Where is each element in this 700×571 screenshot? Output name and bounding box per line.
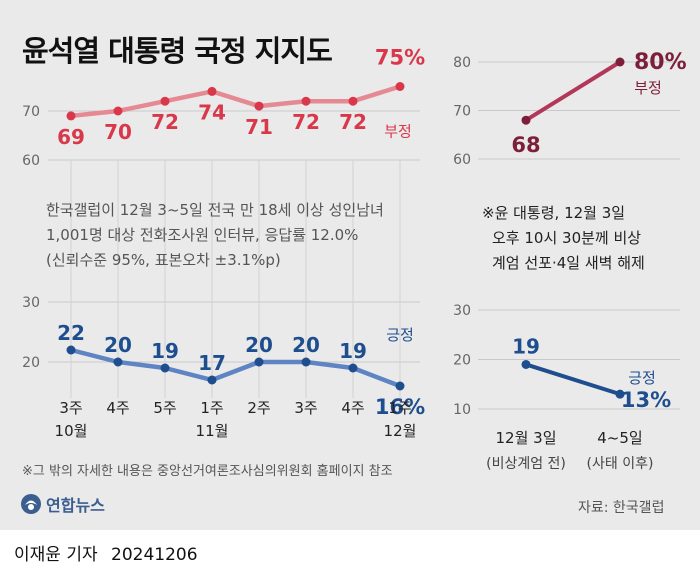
x-group-label: 11월 — [196, 422, 229, 440]
martial-law-note-line: ※윤 대통령, 12월 3일 — [482, 204, 626, 222]
positive-point — [395, 381, 405, 391]
positive-point — [348, 363, 358, 373]
positive-point — [301, 357, 311, 367]
side-positive-point — [615, 389, 625, 399]
side-negative-point — [615, 57, 625, 67]
martial-law-note-line: 오후 10시 30분께 비상 — [492, 229, 642, 247]
positive-point — [207, 375, 217, 385]
negative-point — [66, 111, 76, 121]
positive-point — [160, 363, 170, 373]
y-tick-label: 10 — [453, 402, 471, 418]
positive-data-label: 16% — [375, 395, 425, 419]
x-group-label: 10월 — [55, 422, 88, 440]
reporter-name: 이재윤 기자 — [14, 545, 98, 565]
x-group-label: 12월 — [384, 422, 417, 440]
y-tick-label: 70 — [22, 104, 40, 120]
positive-series-label: 긍정 — [386, 326, 414, 344]
yonhap-logo-icon — [21, 494, 41, 514]
y-tick-label: 80 — [453, 55, 471, 71]
positive-line — [68, 347, 403, 389]
x-tick-label: 2주 — [247, 399, 270, 417]
negative-point — [254, 101, 264, 111]
source-note: 자료: 한국갤럽 — [578, 500, 665, 516]
positive-data-label: 19 — [339, 339, 367, 363]
footnote: ※그 밖의 자세한 내용은 중앙선거여론조사심의위원회 홈페이지 참조 — [22, 464, 393, 479]
side-positive-data-label: 13% — [621, 388, 671, 412]
publish-date: 20241206 — [111, 545, 198, 565]
positive-point — [254, 357, 264, 367]
x-tick-label: 4주 — [341, 399, 364, 417]
side-positive-series-label: 긍정 — [628, 369, 656, 387]
y-tick-label: 30 — [453, 303, 471, 319]
side-negative-line — [524, 60, 622, 123]
y-tick-label: 20 — [22, 355, 40, 371]
negative-series-label: 부정 — [384, 123, 412, 141]
x-tick-label: 1주 — [200, 399, 223, 417]
approval-chart: 70 60 30 20 69 70 72 74 71 72 72 75% 22 20 19 17 20 20 19 1… — [22, 46, 687, 473]
survey-note-line: (신뢰수준 95%, 표본오차 ±3.1%p) — [46, 251, 281, 269]
side-x-sublabel: (사태 이후) — [587, 456, 654, 472]
positive-point — [66, 345, 76, 355]
negative-data-label: 72 — [292, 110, 320, 134]
side-x-sublabel: (비상계엄 전) — [486, 456, 566, 472]
side-positive-line — [524, 362, 622, 397]
side-positive-point — [521, 359, 531, 369]
survey-note-line: 1,001명 대상 전화조사원 인터뷰, 응답률 12.0% — [46, 226, 359, 244]
negative-point — [395, 82, 405, 91]
martial-law-note-line: 계엄 선포·4일 새벽 해제 — [492, 254, 645, 272]
side-negative-data-label: 68 — [511, 133, 540, 157]
survey-note: 한국갤럽이 12월 3~5일 전국 만 18세 이상 성인남녀 1,001명 대… — [46, 198, 384, 273]
negative-data-label: 74 — [198, 100, 226, 124]
negative-data-label: 69 — [57, 125, 85, 149]
side-positive-data-label: 19 — [512, 334, 540, 358]
y-tick-label: 60 — [453, 152, 471, 168]
x-tick-label: 3주 — [59, 399, 82, 417]
side-negative-series-label: 부정 — [634, 79, 662, 97]
positive-point — [113, 357, 123, 367]
positive-data-label: 20 — [245, 333, 273, 357]
negative-point — [348, 96, 358, 106]
negative-point — [113, 106, 123, 116]
negative-data-label: 75% — [375, 46, 425, 70]
y-tick-label: 60 — [22, 153, 40, 169]
negative-line — [68, 84, 403, 119]
x-tick-label: 3주 — [294, 399, 317, 417]
negative-point — [207, 86, 217, 96]
positive-data-label: 17 — [198, 351, 226, 375]
byline: 이재윤 기자 20241206 — [14, 540, 206, 565]
side-x-tick-label: 4~5일 — [597, 429, 642, 447]
y-tick-label: 20 — [453, 353, 471, 369]
infographic-card: 윤석열 대통령 국정 지지도 70 60 30 20 69 70 72 74 71 72 72 75%… — [0, 0, 700, 530]
x-tick-label: 1주 — [388, 399, 411, 417]
side-negative-point — [521, 115, 531, 125]
side-x-tick-label: 12월 3일 — [496, 429, 557, 447]
negative-point — [301, 96, 311, 106]
survey-note-line: 한국갤럽이 12월 3~5일 전국 만 18세 이상 성인남녀 — [46, 201, 384, 219]
positive-data-label: 22 — [57, 321, 85, 345]
positive-data-label: 20 — [292, 333, 320, 357]
y-tick-label: 30 — [22, 295, 40, 311]
byline-bar: 이재윤 기자 20241206 — [0, 530, 700, 571]
martial-law-note: ※윤 대통령, 12월 3일 오후 10시 30분께 비상 계엄 선포·4일 새… — [482, 201, 645, 276]
side-negative-data-label: 80% — [634, 50, 687, 75]
negative-point — [160, 96, 170, 106]
y-tick-label: 70 — [453, 104, 471, 120]
negative-data-label: 70 — [104, 120, 132, 144]
negative-data-label: 72 — [339, 110, 367, 134]
yonhap-logo: 연합뉴스 — [20, 492, 105, 516]
x-tick-label: 5주 — [153, 399, 176, 417]
positive-data-label: 20 — [104, 333, 132, 357]
negative-data-label: 72 — [151, 110, 179, 134]
negative-data-label: 71 — [245, 115, 273, 139]
positive-data-label: 19 — [151, 339, 179, 363]
x-tick-label: 4주 — [106, 399, 129, 417]
page-title: 윤석열 대통령 국정 지지도 — [22, 34, 333, 68]
yonhap-logo-text: 연합뉴스 — [46, 496, 105, 515]
